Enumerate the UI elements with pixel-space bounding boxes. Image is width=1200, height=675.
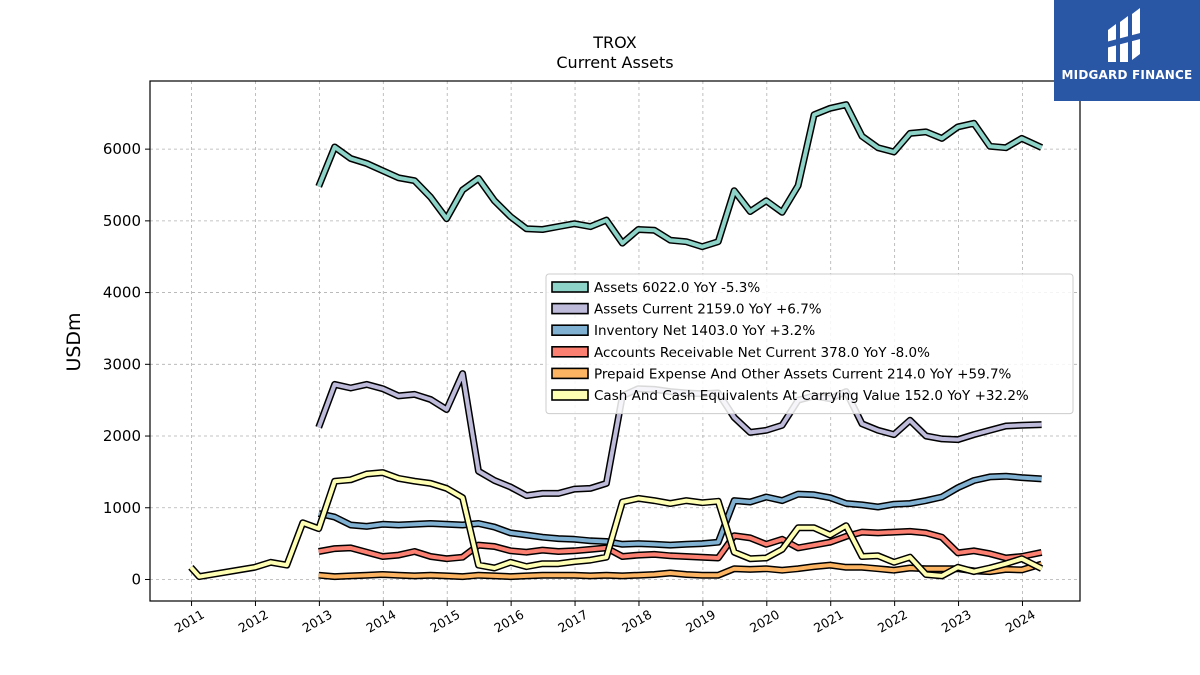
legend-swatch (551, 389, 589, 401)
series-line (318, 474, 1042, 548)
series-line (318, 529, 1043, 561)
y-tick-label: 6000 (103, 140, 141, 158)
x-tick-label: 2012 (236, 607, 271, 636)
brand-mark-icon (1106, 8, 1144, 62)
series-layer (188, 101, 1044, 581)
legend-box (545, 273, 1074, 415)
legend-entry: Assets 6022.0 YoY -5.3% (594, 280, 760, 296)
legend-swatch (551, 324, 589, 337)
x-tick-label: 2018 (619, 607, 654, 636)
x-tick-label: 2017 (555, 607, 590, 636)
legend: Assets 6022.0 YoY -5.3% Assets Current 21… (545, 273, 1074, 415)
x-tick-label: 2013 (300, 607, 335, 636)
y-tick-label: 4000 (103, 284, 141, 302)
series-cash-and-cash-equivalents-at-carrying-value (188, 469, 1044, 581)
legend-swatch (551, 281, 589, 293)
x-ticks: 2011 2012 2013 2014 2015 2016 2017 2018 2019 2020… (172, 601, 1038, 636)
legend-entry: Assets Current 2159.0 YoY +6.7% (594, 302, 822, 318)
legend-swatch (551, 302, 589, 315)
x-tick-label: 2014 (364, 607, 399, 636)
x-tick-label: 2023 (939, 607, 974, 636)
legend-swatch (551, 345, 589, 358)
chart-subtitle: Current Assets (556, 53, 673, 72)
chart-title: TROX (592, 33, 636, 52)
y-tick-label: 1000 (103, 499, 141, 517)
brand-logo: MIDGARD FINANCE (1054, 0, 1200, 101)
x-tick-label: 2016 (491, 607, 526, 636)
x-tick-label: 2022 (875, 607, 910, 636)
y-ticks: 0 1000 2000 3000 4000 5000 6000 (103, 140, 150, 588)
legend-entry: Inventory Net 1403.0 YoY +3.2% (594, 323, 815, 339)
x-tick-label: 2021 (811, 607, 846, 636)
x-tick-label: 2011 (172, 607, 207, 636)
y-tick-label: 2000 (103, 427, 141, 445)
x-tick-label: 2015 (427, 607, 462, 636)
series-line-outline (315, 101, 1044, 251)
legend-entry: Accounts Receivable Net Current 378.0 Yo… (594, 345, 930, 361)
x-tick-label: 2019 (683, 607, 718, 636)
legend-entry: Cash And Cash Equivalents At Carrying Va… (594, 388, 1029, 404)
series-inventory-net (317, 472, 1042, 549)
x-tick-label: 2020 (747, 607, 782, 636)
legend-entry: Prepaid Expense And Other Assets Current… (594, 366, 1012, 382)
y-tick-label: 5000 (103, 212, 141, 230)
series-line (189, 470, 1043, 579)
series-assets (315, 101, 1044, 251)
brand-name: MIDGARD FINANCE (1061, 68, 1193, 82)
y-tick-label: 3000 (103, 355, 141, 373)
series-line (316, 102, 1043, 249)
x-tick-label: 2024 (1003, 607, 1038, 636)
y-axis-label: USDm (63, 312, 85, 371)
series-accounts-receivable-net-current (318, 527, 1043, 563)
legend-swatch (551, 367, 589, 380)
plot-frame (149, 80, 1081, 602)
y-tick-label: 0 (131, 570, 141, 588)
